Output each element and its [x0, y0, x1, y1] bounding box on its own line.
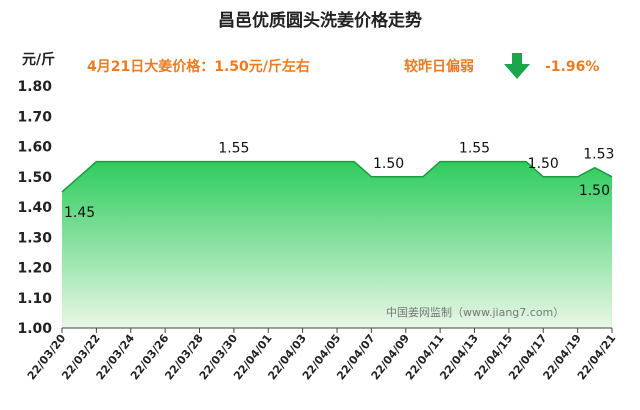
change-percent: -1.96% [545, 59, 599, 75]
chart-title: 昌邑优质圆头洗姜价格走势 [218, 10, 422, 31]
data-label: 1.50 [373, 156, 404, 172]
area-series [61, 160, 613, 328]
y-tick-label: 1.60 [17, 140, 52, 156]
y-axis: 1.00 1.10 1.20 1.30 1.40 1.50 1.60 1.70 1.80 [17, 79, 52, 337]
series-line [61, 160, 613, 193]
y-tick-label: 1.80 [17, 79, 52, 95]
source-watermark: 中国姜网监制（www.jiang7.com） [386, 305, 564, 319]
y-tick-label: 1.30 [17, 230, 52, 246]
data-label: 1.53 [583, 147, 614, 163]
y-tick-label: 1.50 [17, 170, 52, 186]
y-tick-label: 1.70 [17, 109, 52, 125]
data-labels: 1.45 1.55 1.50 1.55 1.50 1.53 1.50 [64, 141, 614, 221]
data-label: 1.55 [459, 141, 490, 157]
data-label: 1.50 [528, 156, 559, 172]
data-label: 1.55 [218, 141, 249, 157]
compare-label: 较昨日偏弱 [404, 58, 474, 75]
price-note: 4月21日大姜价格：1.50元/斤左右 [87, 58, 310, 75]
y-tick-label: 1.00 [17, 321, 52, 337]
x-axis: 22/03/2022/03/2222/03/2422/03/2622/03/28… [25, 327, 618, 382]
y-tick-label: 1.10 [17, 291, 52, 307]
y-tick-label: 1.20 [17, 261, 52, 277]
data-label: 1.50 [579, 183, 610, 199]
y-unit-label: 元/斤 [22, 51, 55, 68]
arrow-down-icon [504, 53, 530, 79]
area-fill [62, 161, 612, 328]
y-tick-label: 1.40 [17, 200, 52, 216]
data-label: 1.45 [64, 205, 95, 221]
